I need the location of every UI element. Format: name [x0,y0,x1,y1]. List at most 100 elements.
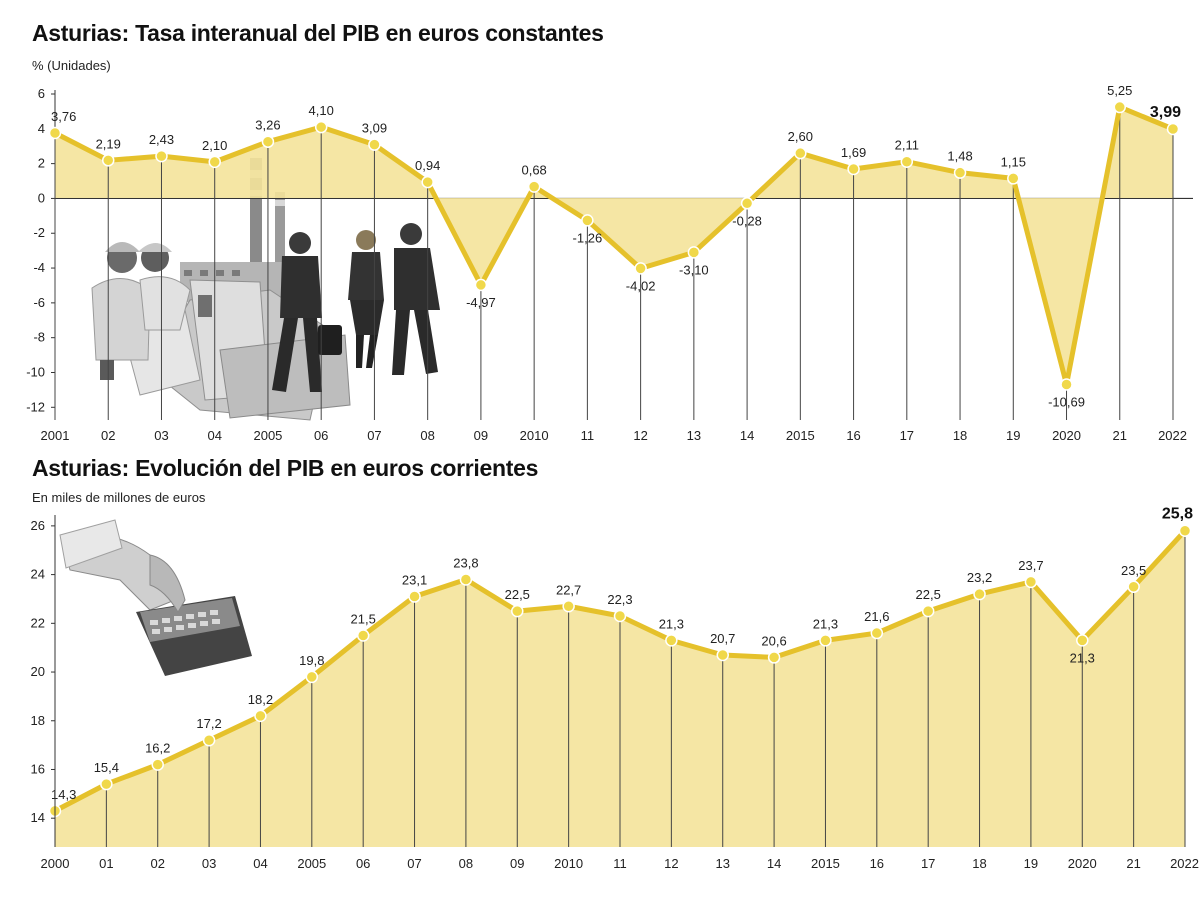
c1-x-tick-label: 18 [953,428,967,443]
c1-data-point [1166,122,1180,136]
c2-x-tick-label: 11 [613,856,627,871]
c1-x-tick-label: 12 [633,428,647,443]
c2-data-point [870,626,884,640]
c2-data-label: 23,2 [967,570,992,585]
c2-x-tick-label: 2015 [811,856,840,871]
c2-x-tick-label: 2000 [41,856,70,871]
c2-y-tick-label: 24 [31,567,45,582]
c2-x-tick-label: 18 [972,856,986,871]
c2-data-label: 19,8 [299,653,324,668]
c2-data-label: 23,7 [1018,558,1043,573]
c1-data-label: 0,68 [521,163,546,178]
c2-x-tick-label: 04 [253,856,267,871]
chart-2-unit-label: En miles de millones de euros [32,490,206,505]
c2-x-tick-label: 16 [870,856,884,871]
c2-x-tick-label: 13 [715,856,729,871]
chart-1-plot: 6 4 2 0 -2 -4 -6 -8 -10 -12 3,76 2,19 2,43 2,10 3,26 4… [26,83,1193,443]
c1-x-tick-label: 09 [474,428,488,443]
c1-data-point [421,175,434,189]
c2-data-point [973,587,986,601]
c1-x-tick-label: 03 [154,428,168,443]
c1-x-tick-label: 2020 [1052,428,1081,443]
c2-x-tick-label: 2010 [554,856,583,871]
c2-x-tick-label: 2020 [1068,856,1097,871]
c2-data-point [459,573,473,586]
c2-data-point [202,733,216,747]
c2-data-label: 22,3 [607,592,632,607]
c1-data-label: 2,19 [96,136,121,151]
c1-data-point [314,120,328,134]
c2-x-tick-label: 2005 [297,856,326,871]
c2-data-point [1076,634,1089,647]
c1-data-point [847,162,860,176]
c1-x-tick-label: 16 [846,428,860,443]
c1-y-tick-label: 6 [38,86,45,101]
c1-x-tick-label: 21 [1113,428,1127,443]
c2-x-tick-label: 09 [510,856,524,871]
c1-x-tick-label: 11 [581,428,595,443]
c1-x-tick-label: 14 [740,428,754,443]
c1-data-label: 5,25 [1107,83,1132,98]
c1-y-tick-label: -10 [26,364,45,379]
c2-data-point [716,648,729,662]
c2-x-tick-label: 03 [202,856,216,871]
c1-x-tick-label: 17 [900,428,914,443]
c2-x-tick-label: 21 [1126,856,1140,871]
c1-data-point [953,166,967,179]
c2-data-label: 17,2 [196,716,221,731]
c1-data-label: 3,99 [1150,104,1181,121]
c1-data-point [368,138,381,151]
c1-data-point [794,146,807,160]
c2-data-label: 16,2 [145,741,170,756]
c1-data-label: 1,69 [841,145,866,160]
c1-data-point [208,155,221,169]
c2-x-tick-label: 19 [1024,856,1038,871]
c2-y-tick-label: 16 [31,761,45,776]
c2-y-tick-label: 22 [31,615,45,630]
c1-data-point [1060,378,1073,391]
c2-x-tick-label: 02 [150,856,164,871]
c1-data-label: 2,10 [202,138,227,153]
c1-data-point [527,180,541,193]
c1-data-label: 2,43 [149,132,174,147]
c2-data-point [305,670,319,684]
c2-data-label: 21,3 [813,616,838,631]
c2-data-point [511,604,524,618]
c2-data-label: 25,8 [1162,506,1193,523]
c2-data-point [665,634,678,647]
c2-data-point [562,600,575,613]
c1-data-label: -4,02 [626,278,656,293]
c1-y-tick-label: -6 [33,295,45,310]
c2-data-label: 23,8 [453,555,478,570]
c1-data-label: 2,11 [895,138,919,153]
c1-data-point [101,154,115,167]
c2-y-tick-label: 14 [31,810,45,825]
c2-x-tick-label: 07 [407,856,421,871]
c2-x-tick-label: 12 [664,856,678,871]
c1-x-tick-label: 02 [101,428,115,443]
c1-x-tick-label: 2010 [520,428,549,443]
chart-2-title: Asturias: Evolución del PIB en euros cor… [32,455,539,481]
c2-data-label: 22,5 [916,587,941,602]
c2-data-point [1024,575,1038,589]
c2-data-label: 23,5 [1121,563,1146,578]
c1-x-tick-label: 2015 [786,428,815,443]
c1-y-tick-label: -12 [26,399,45,414]
c1-data-label: 3,76 [51,109,76,124]
c2-data-label: 21,3 [1070,650,1095,665]
c1-data-label: -1,26 [573,230,603,245]
c1-x-tick-label: 13 [687,428,701,443]
c2-data-point [819,634,832,647]
c2-x-tick-label: 01 [99,856,113,871]
c1-data-label: 1,48 [947,149,972,164]
c2-data-point [613,609,627,623]
c2-data-point [1178,524,1192,537]
c1-data-label: 2,60 [788,129,813,144]
c2-y-tick-label: 20 [31,664,45,679]
c1-data-point [740,197,754,210]
c2-x-tick-label: 17 [921,856,935,871]
chart-1-unit-label: % (Unidades) [32,58,111,73]
chart-1-title: Asturias: Tasa interanual del PIB en eur… [32,20,604,46]
c1-x-tick-label: 04 [207,428,221,443]
